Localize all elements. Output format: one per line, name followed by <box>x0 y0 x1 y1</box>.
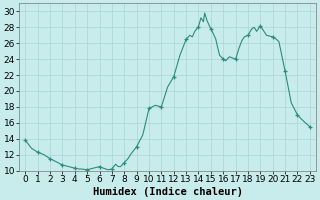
X-axis label: Humidex (Indice chaleur): Humidex (Indice chaleur) <box>92 186 243 197</box>
